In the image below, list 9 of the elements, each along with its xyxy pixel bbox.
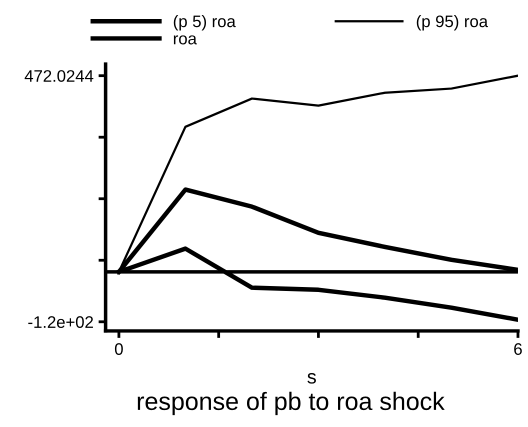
x-tick-label: 6 bbox=[514, 343, 522, 355]
legend-label: roa bbox=[174, 35, 197, 44]
y-tick-label: -1.2e+02 bbox=[28, 316, 93, 328]
x-axis-title: s bbox=[307, 373, 316, 384]
y-tick-label: 472.0244 bbox=[24, 70, 94, 82]
legend-label: (p 5) roa bbox=[174, 15, 236, 31]
text: response of pb to roa shock bbox=[138, 392, 445, 416]
legend-label: (p 95) roa bbox=[416, 15, 488, 31]
x-tick-label: 0 bbox=[114, 343, 123, 355]
